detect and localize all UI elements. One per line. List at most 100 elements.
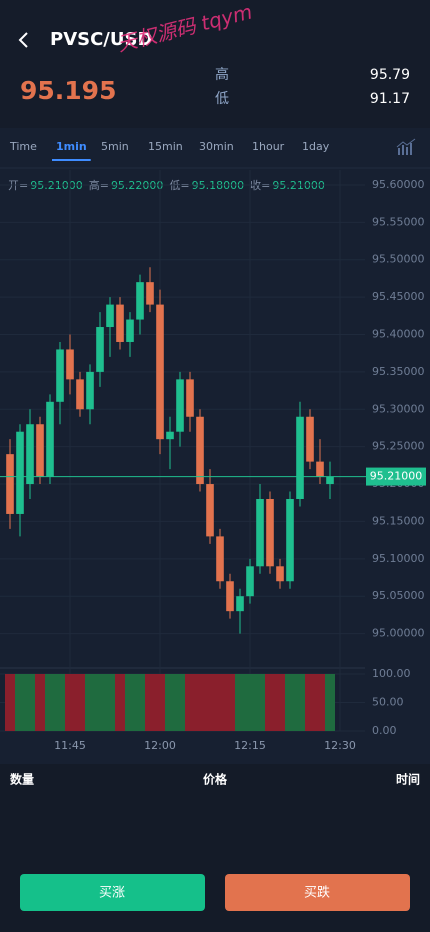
timeframe-tab[interactable]: 1hour [252,140,285,153]
active-tab-underline [52,159,91,161]
candle-body [86,371,94,410]
candle-body [326,476,334,485]
sell-button-label[interactable]: 买跌 [304,885,330,901]
ohlc-value: 95.22000 [111,179,164,192]
candle-body [16,431,24,514]
ohlc-label: 低= [169,179,189,192]
volume-bar [155,674,165,731]
indicator-icon[interactable] [396,138,416,155]
candle-body [306,416,314,462]
y-tick-label: 95.40000 [372,328,425,341]
candle-body [56,349,64,402]
candle-body [106,304,114,328]
candle-body [96,327,104,372]
volume-bar [215,674,225,731]
candle-body [296,416,304,500]
candle-body [266,499,274,567]
icon-line [396,138,416,148]
volume-bar [125,674,135,731]
sell-button[interactable] [225,874,410,911]
volume-bar [185,674,195,731]
y-tick-label: 95.00000 [372,627,425,640]
candle-body [256,499,264,567]
buy-button-label[interactable]: 买涨 [99,886,125,901]
candle-body [286,499,294,582]
volume-bar [235,674,245,731]
x-tick-label: 12:15 [234,739,266,752]
ohlc-label: 开= [8,179,28,192]
volume-bar [45,674,55,731]
candle-body [206,484,214,537]
volume-bar [105,674,115,731]
y-tick-label: 95.05000 [372,589,425,602]
volume-bar [115,674,125,731]
buy-button[interactable] [20,874,205,911]
candle-body [176,379,184,432]
back-button[interactable] [18,32,28,48]
volume-bar [195,674,205,731]
volume-bar [65,674,75,731]
volume-bar [255,674,265,731]
pair-title: PVSC/USD [50,29,152,50]
x-tick-label: 12:00 [144,739,176,752]
candle-body [196,416,204,485]
candle-body [226,581,234,612]
timeframe-tab[interactable]: 1day [302,140,330,153]
timeframe-tab[interactable]: Time [9,140,37,153]
volume-bar [275,674,285,731]
volume-bar [325,674,335,731]
candle-body [36,424,44,477]
y-tick-label: 95.15000 [372,514,425,527]
icon-bar [402,145,404,155]
volume-bar [15,674,25,731]
trades-column-header: 数量 [10,772,34,787]
candle-body [316,461,324,477]
ohlc-value: 95.18000 [192,179,245,192]
high-value: 95.79 [370,67,410,83]
candle-body [26,424,34,485]
x-tick-label: 11:45 [54,739,86,752]
ohlc-value: 95.21000 [272,179,325,192]
candle-body [66,349,74,380]
y-tick-label: 95.60000 [372,178,425,191]
volume-bar [75,674,85,731]
timeframe-tab[interactable]: 1min [56,140,87,153]
timeframe-tab[interactable]: 5min [101,140,129,153]
trades-column-header: 价格 [203,772,228,787]
volume-bar [225,674,235,731]
candle-body [116,304,124,342]
candle-body [186,379,194,417]
volume-bar [245,674,255,731]
volume-bar [55,674,65,731]
icon-bar [410,143,412,155]
candle-body [146,282,154,305]
volume-bar [85,674,95,731]
timeframe-tab[interactable]: 30min [199,140,234,153]
volume-bar [135,674,145,731]
candle-body [236,596,244,612]
candle-body [136,282,144,320]
candle-body [156,304,164,440]
x-tick-label: 12:30 [324,739,356,752]
volume-bar [315,674,325,731]
y-tick-label: 95.50000 [372,253,425,266]
volume-bar [285,674,295,731]
last-price-label: 95.21000 [370,470,423,483]
y-tick-label: 95.25000 [372,440,425,453]
volume-bar [95,674,105,731]
candle-body [126,319,134,342]
high-label: 高 [215,66,229,83]
last-price-box [366,467,426,486]
volume-tick-label: 100.00 [372,667,411,680]
volume-bar [165,674,175,731]
y-tick-label: 95.35000 [372,365,425,378]
y-tick-label: 95.30000 [372,402,425,415]
low-label: 低 [215,91,229,107]
volume-bar [25,674,35,731]
volume-bar [295,674,305,731]
candle-body [6,454,14,514]
timeframe-tab[interactable]: 15min [148,140,183,153]
candle-body [76,379,84,410]
